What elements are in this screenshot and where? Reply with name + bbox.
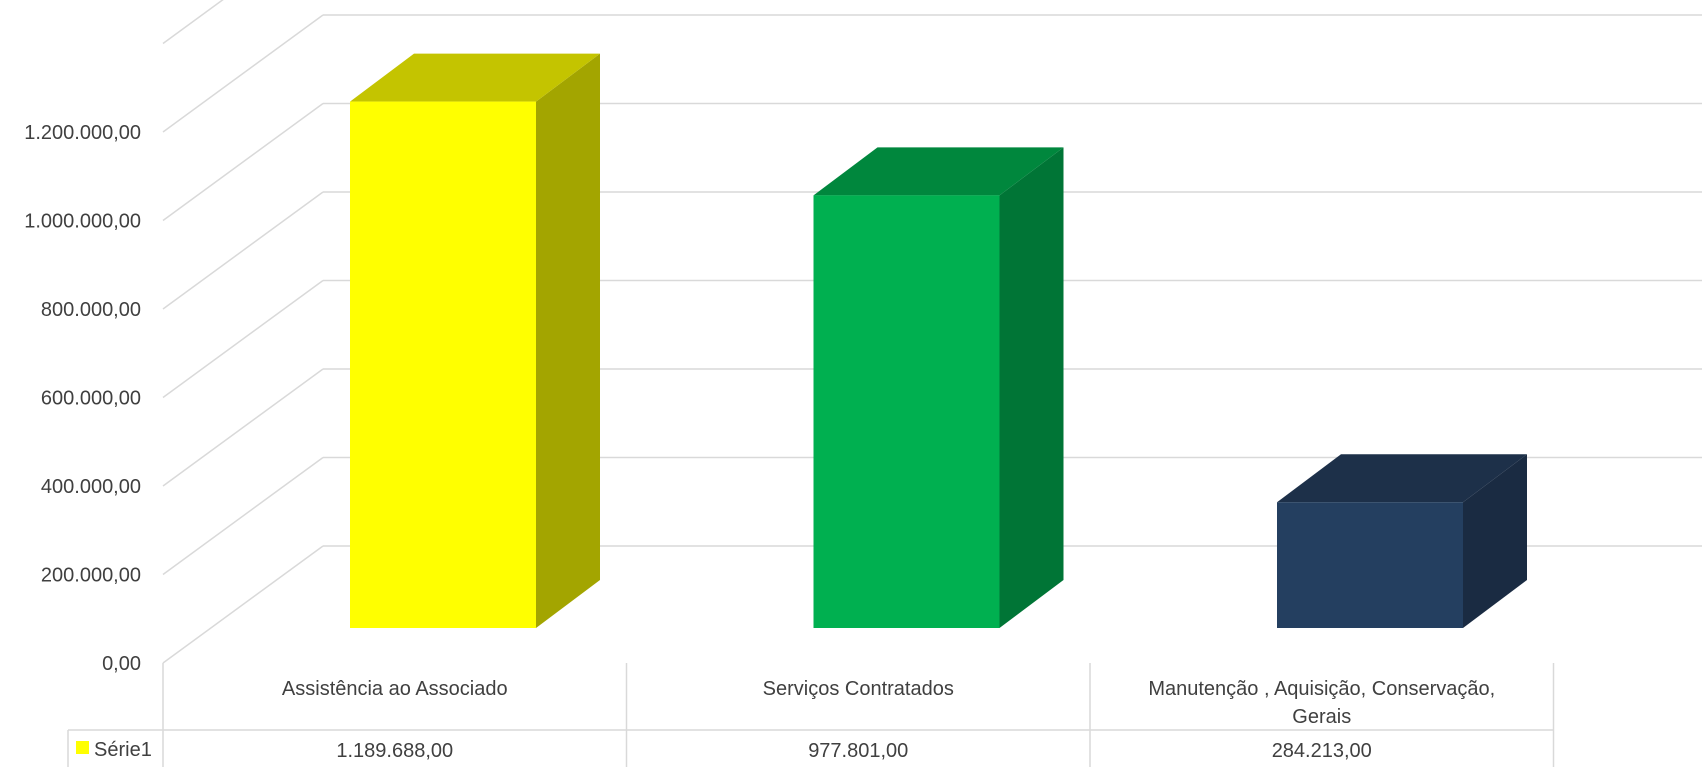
category-label: Gerais <box>1292 706 1351 728</box>
category-label: Serviços Contratados <box>763 678 954 700</box>
gridline-diagonal <box>162 102 324 222</box>
gridline-diagonal <box>162 191 324 310</box>
y-tick-label: 1.200.000,00 <box>24 122 141 144</box>
value-label: 284.213,00 <box>1272 740 1372 762</box>
gridline-diagonal <box>162 14 324 133</box>
value-label: 977.801,00 <box>808 740 908 762</box>
y-tick-label: 0,00 <box>102 653 141 675</box>
y-axis: 0,00 200.000,00 400.000,00 600.000,00 800.00… <box>24 122 141 675</box>
legend-key <box>76 741 89 754</box>
bars <box>350 53 1527 629</box>
bar-side <box>1463 454 1527 628</box>
bar-top <box>1277 454 1527 503</box>
category-label: Manutenção , Aquisição, Conservação, <box>1148 678 1495 700</box>
gridline-diagonal <box>162 368 324 487</box>
bar-top <box>350 53 600 102</box>
y-tick-label: 600.000,00 <box>41 388 141 410</box>
y-tick-label: 1.000.000,00 <box>24 211 141 233</box>
gridline-diagonal <box>162 279 324 399</box>
value-label: 1.189.688,00 <box>336 740 453 762</box>
gridline-diagonal <box>162 0 224 45</box>
bar-side <box>999 147 1064 628</box>
category-label: Assistência ao Associado <box>282 678 508 700</box>
y-tick-label: 200.000,00 <box>41 565 141 587</box>
gridline-diagonal <box>162 545 324 664</box>
y-tick-label: 400.000,00 <box>41 476 141 498</box>
bar <box>813 195 1000 628</box>
bar <box>1277 502 1463 628</box>
bar-side <box>536 53 600 629</box>
bar <box>350 101 536 629</box>
y-tick-label: 800.000,00 <box>41 299 141 321</box>
series-label: Série1 <box>94 739 152 761</box>
gridline-diagonal <box>162 456 324 576</box>
data-table: Assistência ao Associado Serviços Contrat… <box>67 663 1555 767</box>
bar-top <box>813 147 1064 196</box>
